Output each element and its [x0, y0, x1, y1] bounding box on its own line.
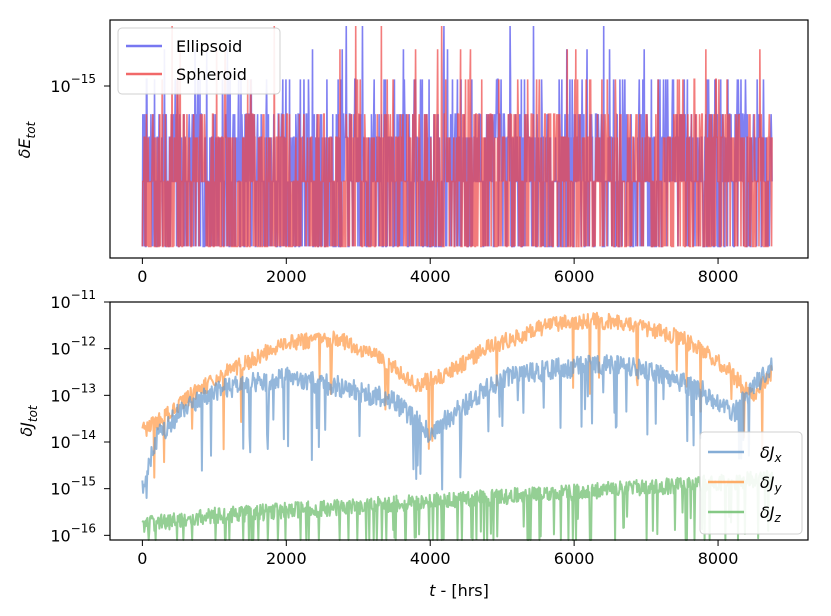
top-y-tick-label: 10−15 — [50, 72, 96, 96]
top-x-ticks: 0 2000 4000 6000 8000 — [137, 258, 738, 286]
top-series-group — [141, 25, 773, 248]
bottom-x-axis-label: t - [hrs] — [429, 581, 489, 600]
top-axes-frame — [109, 19, 809, 259]
series-line-spheroid — [141, 25, 773, 248]
bottom-x-tick-label: 6000 — [554, 549, 595, 568]
series-line-z — [141, 469, 774, 541]
top-legend-box — [117, 27, 281, 95]
bottom-y-tick-label: 10−11 — [50, 288, 96, 312]
legend-jy-label: δJy — [760, 473, 783, 495]
top-x-tick-label: 2000 — [266, 267, 307, 286]
legend-jx-label: δJx — [760, 443, 783, 465]
bottom-legend-box — [699, 431, 803, 535]
bottom-y-axis-label: δJtot — [17, 404, 40, 437]
bottom-y-tick-label: 10−12 — [50, 335, 96, 359]
top-y-ticks: 10−15 — [50, 72, 110, 96]
bottom-y-tick-label: 10−13 — [50, 381, 96, 405]
top-x-tick-label: 8000 — [698, 267, 739, 286]
top-panel: 0 2000 4000 6000 8000 10−15 δEtot Ellipsoid … — [15, 19, 809, 286]
bottom-y-ticks: 10−11 10−12 10−13 10−14 10−15 10−16 — [50, 288, 110, 545]
top-legend: Ellipsoid Spheroid — [117, 27, 281, 95]
series-line-y — [141, 311, 773, 479]
bottom-panel: 0 2000 4000 6000 8000 10−1110−1210−1310−1410… — [17, 288, 809, 600]
bottom-y-tick-label: 10−15 — [50, 475, 96, 499]
bottom-y-tick-label: 10−16 — [50, 521, 96, 545]
bottom-x-tick-label: 0 — [137, 549, 147, 568]
bottom-x-tick-label: 8000 — [698, 549, 739, 568]
top-x-tick-label: 4000 — [410, 267, 451, 286]
bottom-x-tick-label: 4000 — [410, 549, 451, 568]
top-y-axis-label: δEtot — [15, 120, 38, 158]
series-line-x — [141, 354, 774, 500]
legend-jz-label: δJz — [760, 503, 782, 525]
bottom-legend: δJx δJy δJz — [699, 431, 803, 535]
bottom-series-group — [141, 311, 774, 541]
bottom-x-ticks: 0 2000 4000 6000 8000 — [137, 540, 738, 568]
bottom-axes-frame — [109, 301, 809, 541]
bottom-y-tick-label: 10−14 — [50, 428, 96, 452]
legend-ellipsoid-label: Ellipsoid — [176, 37, 242, 56]
top-x-tick-label: 0 — [137, 267, 147, 286]
bottom-x-tick-label: 2000 — [266, 549, 307, 568]
top-x-tick-label: 6000 — [554, 267, 595, 286]
legend-spheroid-label: Spheroid — [176, 65, 247, 84]
